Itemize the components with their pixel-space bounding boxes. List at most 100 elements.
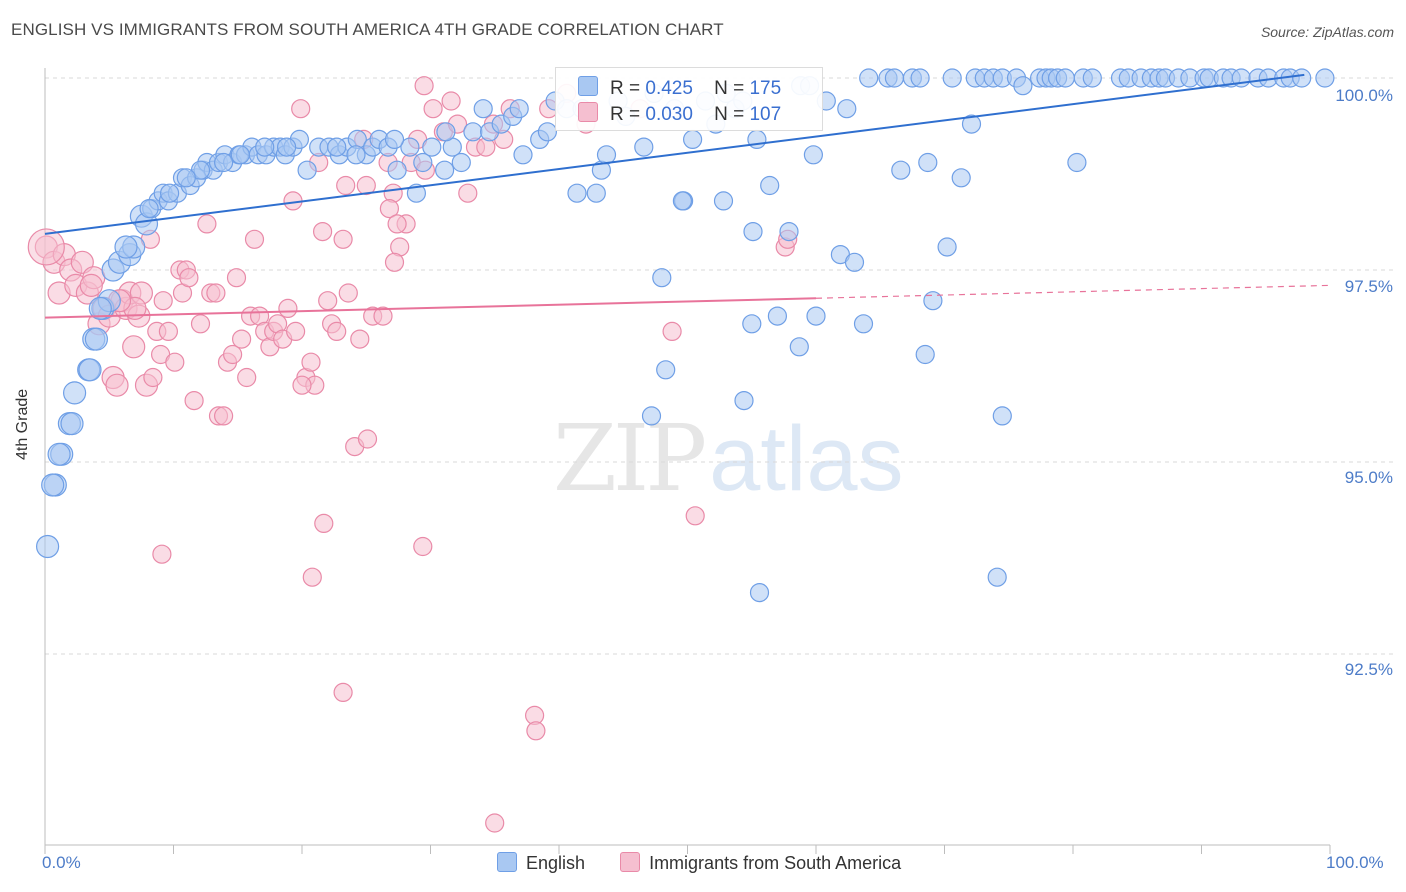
english-point-155 bbox=[586, 183, 606, 203]
y-tick-label-95: 95.0% bbox=[1344, 468, 1393, 487]
english-point-53 bbox=[413, 152, 433, 173]
english-point-78 bbox=[682, 129, 703, 149]
english-point-74 bbox=[634, 137, 654, 157]
english-point-163 bbox=[255, 137, 275, 157]
english-point-52 bbox=[406, 183, 426, 203]
english-point-138 bbox=[1315, 68, 1335, 88]
immigrants-point-93 bbox=[414, 76, 434, 96]
series-legend: English Immigrants from South America bbox=[497, 852, 931, 874]
english-point-160 bbox=[346, 145, 366, 165]
immigrants-point-89 bbox=[336, 175, 356, 196]
english-point-169 bbox=[139, 199, 159, 219]
immigrants-n-label: N = bbox=[714, 104, 745, 125]
english-point-85 bbox=[760, 175, 780, 196]
english-point-4 bbox=[62, 381, 87, 405]
english-point-7 bbox=[84, 327, 109, 351]
english-point-149 bbox=[734, 391, 754, 411]
immigrants-point-41 bbox=[226, 268, 247, 288]
immigrants-point-42 bbox=[232, 329, 252, 349]
immigrants-point-57 bbox=[301, 352, 321, 372]
english-point-153 bbox=[672, 191, 693, 211]
english-point-57 bbox=[451, 152, 471, 173]
immigrants-point-101 bbox=[79, 273, 103, 297]
english-swatch bbox=[578, 76, 598, 96]
english-n-value: 175 bbox=[749, 78, 782, 99]
immigrants-r-label: R = bbox=[610, 104, 641, 125]
immigrants-trend-line bbox=[44, 297, 817, 319]
immigrants-point-112 bbox=[685, 506, 705, 526]
immigrants-point-104 bbox=[152, 544, 172, 564]
immigrants-point-38 bbox=[214, 406, 234, 426]
legend-row-immigrants: R = 0.030 N = 107 bbox=[578, 102, 781, 126]
immigrants-swatch bbox=[578, 102, 598, 122]
english-r-label: R = bbox=[610, 78, 641, 99]
english-point-151 bbox=[749, 582, 770, 603]
immigrants-point-31 bbox=[179, 268, 199, 288]
immigrants-point-92 bbox=[387, 214, 407, 234]
immigrants-point-34 bbox=[197, 214, 217, 234]
immigrants-point-80 bbox=[441, 91, 461, 111]
immigrants-point-108 bbox=[413, 536, 433, 557]
english-point-65 bbox=[537, 122, 558, 142]
english-point-142 bbox=[767, 306, 788, 326]
immigrants-point-90 bbox=[379, 199, 399, 219]
immigrants-point-54 bbox=[286, 321, 306, 341]
immigrants-point-110 bbox=[526, 721, 546, 741]
immigrants-point-111 bbox=[485, 813, 505, 833]
english-point-117 bbox=[1067, 152, 1087, 173]
immigrants-point-27 bbox=[165, 352, 185, 372]
english-point-167 bbox=[176, 168, 196, 188]
immigrants-point-45 bbox=[244, 229, 265, 249]
legend-item-english[interactable]: English bbox=[497, 852, 585, 874]
immigrants-point-40 bbox=[223, 344, 243, 365]
immigrants-point-59 bbox=[313, 222, 333, 242]
english-point-161 bbox=[327, 137, 347, 157]
immigrants-point-55 bbox=[291, 99, 311, 119]
immigrants-point-17 bbox=[122, 335, 146, 359]
zipatlas-watermark: ZIPatlas bbox=[553, 405, 904, 512]
immigrants-point-103 bbox=[384, 252, 405, 272]
english-point-63 bbox=[513, 145, 533, 165]
english-point-68 bbox=[567, 183, 587, 203]
series-english-points bbox=[35, 68, 1335, 603]
english-point-89 bbox=[803, 145, 824, 165]
immigrants-point-64 bbox=[338, 283, 358, 303]
english-point-150 bbox=[992, 406, 1012, 426]
trend-lines bbox=[44, 73, 1331, 319]
english-point-119 bbox=[1082, 68, 1102, 88]
english-point-141 bbox=[742, 314, 762, 334]
immigrants-point-105 bbox=[302, 567, 322, 587]
x-tick-label-min: 0.0% bbox=[42, 853, 81, 872]
immigrants-trend-line-extension bbox=[815, 284, 1331, 299]
english-point-140 bbox=[652, 268, 672, 288]
immigrants-point-63 bbox=[333, 229, 353, 249]
immigrants-point-70 bbox=[373, 306, 393, 326]
immigrants-point-66 bbox=[350, 329, 370, 349]
english-r-value: 0.425 bbox=[645, 78, 693, 99]
english-point-100 bbox=[918, 152, 938, 173]
immigrants-r-value: 0.030 bbox=[645, 104, 693, 125]
immigrants-point-33 bbox=[190, 314, 211, 334]
english-point-92 bbox=[837, 99, 857, 119]
immigrants-point-82 bbox=[458, 183, 478, 203]
english-point-94 bbox=[859, 68, 879, 88]
immigrants-point-22 bbox=[143, 367, 163, 388]
english-point-156 bbox=[743, 222, 763, 242]
chart-title: ENGLISH VS IMMIGRANTS FROM SOUTH AMERICA… bbox=[11, 20, 724, 39]
english-point-50 bbox=[387, 160, 407, 180]
english-point-144 bbox=[853, 314, 874, 334]
immigrants-point-43 bbox=[237, 367, 257, 388]
immigrants-point-68 bbox=[357, 429, 378, 449]
english-point-159 bbox=[384, 129, 405, 149]
axes bbox=[44, 68, 1331, 854]
english-point-86 bbox=[779, 222, 799, 242]
immigrants-point-88 bbox=[356, 175, 376, 196]
legend-english-swatch bbox=[497, 852, 517, 872]
gridlines bbox=[45, 77, 1395, 655]
english-point-147 bbox=[656, 360, 676, 380]
english-point-157 bbox=[509, 99, 529, 119]
correlation-legend: R = 0.425 N = 175 R = 0.030 N = 107 bbox=[555, 67, 823, 131]
english-point-158 bbox=[436, 122, 456, 142]
legend-item-immigrants[interactable]: Immigrants from South America bbox=[620, 852, 901, 874]
